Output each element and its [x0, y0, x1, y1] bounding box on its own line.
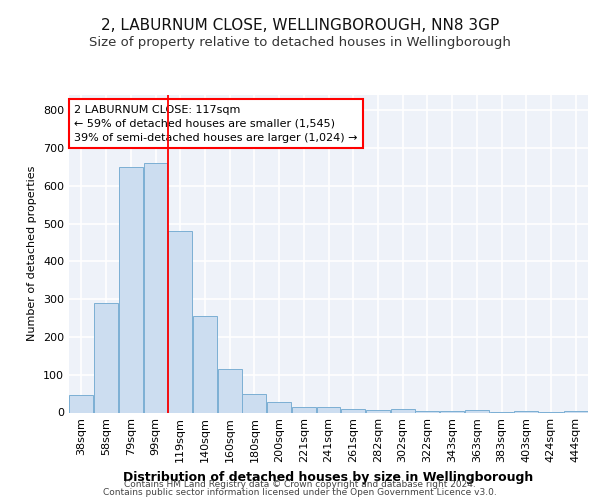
Bar [168, 231, 192, 412]
Bar [143, 163, 167, 412]
Bar [267, 402, 291, 412]
Text: 2 LABURNUM CLOSE: 117sqm
← 59% of detached houses are smaller (1,545)
39% of sem: 2 LABURNUM CLOSE: 117sqm ← 59% of detach… [74, 104, 358, 142]
Bar [391, 410, 415, 412]
Bar [341, 408, 365, 412]
Bar [218, 369, 242, 412]
Bar [465, 410, 489, 412]
Bar [317, 407, 340, 412]
Bar [119, 167, 143, 412]
X-axis label: Distribution of detached houses by size in Wellingborough: Distribution of detached houses by size … [124, 471, 533, 484]
Bar [415, 410, 439, 412]
Bar [366, 410, 390, 412]
Text: Contains public sector information licensed under the Open Government Licence v3: Contains public sector information licen… [103, 488, 497, 497]
Bar [193, 316, 217, 412]
Bar [514, 410, 538, 412]
Bar [70, 396, 94, 412]
Bar [563, 410, 587, 412]
Text: Contains HM Land Registry data © Crown copyright and database right 2024.: Contains HM Land Registry data © Crown c… [124, 480, 476, 489]
Text: Size of property relative to detached houses in Wellingborough: Size of property relative to detached ho… [89, 36, 511, 49]
Bar [292, 407, 316, 412]
Y-axis label: Number of detached properties: Number of detached properties [28, 166, 37, 342]
Text: 2, LABURNUM CLOSE, WELLINGBOROUGH, NN8 3GP: 2, LABURNUM CLOSE, WELLINGBOROUGH, NN8 3… [101, 18, 499, 32]
Bar [242, 394, 266, 412]
Bar [94, 303, 118, 412]
